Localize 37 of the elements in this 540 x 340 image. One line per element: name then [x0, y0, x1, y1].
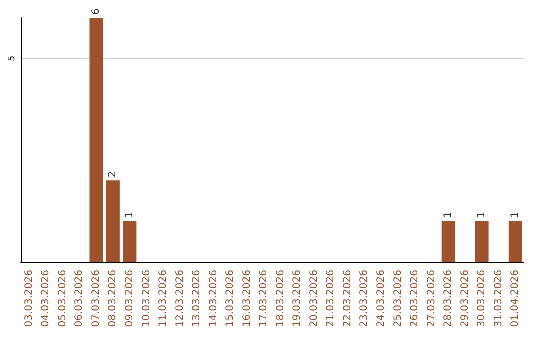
x-tick-label: 21.03.2026 [326, 270, 337, 328]
x-tick-label: 17.03.2026 [258, 270, 270, 328]
data-label: 6 [90, 8, 102, 15]
data-label: 1 [124, 212, 136, 218]
x-tick-label: 09.03.2026 [124, 270, 136, 328]
x-tick-label: 01.04.2026 [510, 270, 522, 328]
y-tick-label: 5 [8, 56, 18, 62]
x-tick-label: 22.03.2026 [342, 270, 354, 328]
x-tick-label: 14.03.2026 [208, 270, 220, 328]
x-tick-label: 11.03.2026 [158, 270, 170, 328]
x-tick-label: 27.03.2026 [426, 270, 438, 328]
x-tick-label: 05.03.2026 [57, 270, 68, 328]
x-tick-label: 20.03.2026 [308, 270, 320, 328]
x-tick-label: 10.03.2026 [141, 270, 152, 328]
data-label: 1 [443, 212, 454, 218]
x-tick-label: 30.03.2026 [476, 270, 488, 328]
x-tick-label: 26.03.2026 [410, 270, 421, 328]
data-label: 1 [510, 212, 522, 218]
x-tick-label: 16.03.2026 [242, 270, 253, 328]
x-tick-label: 23.03.2026 [359, 270, 370, 328]
x-tick-label: 06.03.2026 [74, 270, 86, 328]
x-tick-label: 18.03.2026 [275, 270, 286, 328]
x-tick-label: 12.03.2026 [174, 270, 186, 328]
x-tick-label: 29.03.2026 [460, 270, 471, 328]
x-tick-label: 08.03.2026 [108, 270, 119, 328]
x-tick-label: 28.03.2026 [443, 270, 454, 328]
data-label: 1 [476, 212, 488, 218]
x-tick-label: 04.03.2026 [40, 270, 52, 328]
x-tick-label: 13.03.2026 [192, 270, 203, 328]
x-tick-label: 07.03.2026 [90, 270, 102, 328]
x-tick-label: 15.03.2026 [225, 270, 236, 328]
x-tick-label: 25.03.2026 [392, 270, 404, 328]
x-tick-label: 03.03.2026 [24, 270, 35, 328]
x-tick-label: 19.03.2026 [292, 270, 304, 328]
x-tick-label: 31.03.2026 [493, 270, 504, 328]
x-tick-label: 24.03.2026 [376, 270, 387, 328]
data-label: 2 [108, 171, 119, 178]
